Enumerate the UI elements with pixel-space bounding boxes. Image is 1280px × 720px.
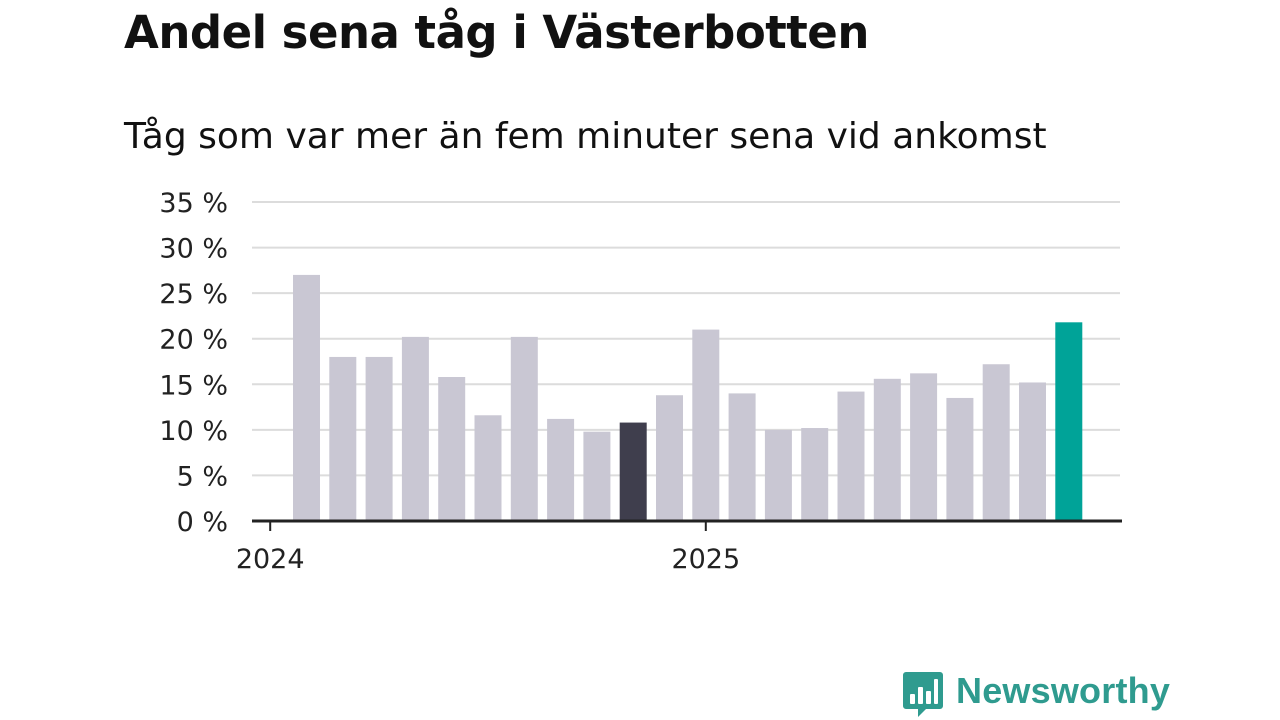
chart-title: Andel sena tåg i Västerbotten <box>124 6 869 59</box>
x-tick-label: 2024 <box>236 544 305 575</box>
bar <box>1055 322 1083 521</box>
bar <box>728 393 756 521</box>
bar <box>293 274 320 521</box>
bar <box>873 378 901 521</box>
x-tick-label: 2025 <box>671 544 740 575</box>
bar <box>656 395 683 521</box>
y-tick-label: 20 % <box>159 325 228 356</box>
bar <box>764 429 792 521</box>
bar <box>583 431 611 521</box>
bar <box>401 336 429 521</box>
bar <box>1019 382 1046 521</box>
bar <box>910 373 938 521</box>
bar-chart-speech-bubble-icon <box>903 672 943 717</box>
y-tick-label: 35 % <box>159 188 228 219</box>
y-tick-label: 10 % <box>159 416 228 447</box>
bar <box>946 397 974 521</box>
y-tick-label: 5 % <box>177 461 228 492</box>
y-tick-label: 0 % <box>177 507 228 538</box>
bar <box>837 391 865 521</box>
bar <box>801 428 829 521</box>
bar <box>474 415 502 521</box>
bar <box>692 329 720 521</box>
bar <box>982 364 1010 521</box>
bar <box>438 376 466 521</box>
newsworthy-logo: Newsworthy <box>902 670 1170 720</box>
bar <box>619 422 647 521</box>
chart-subtitle: Tåg som var mer än fem minuter sena vid … <box>124 116 1047 157</box>
bar <box>329 356 357 521</box>
brand-name: Newsworthy <box>956 670 1171 711</box>
y-tick-label: 30 % <box>159 234 228 265</box>
y-tick-label: 15 % <box>159 370 228 401</box>
bar <box>365 356 393 521</box>
y-tick-label: 25 % <box>159 279 228 310</box>
bar <box>510 336 538 521</box>
bar <box>547 418 575 521</box>
